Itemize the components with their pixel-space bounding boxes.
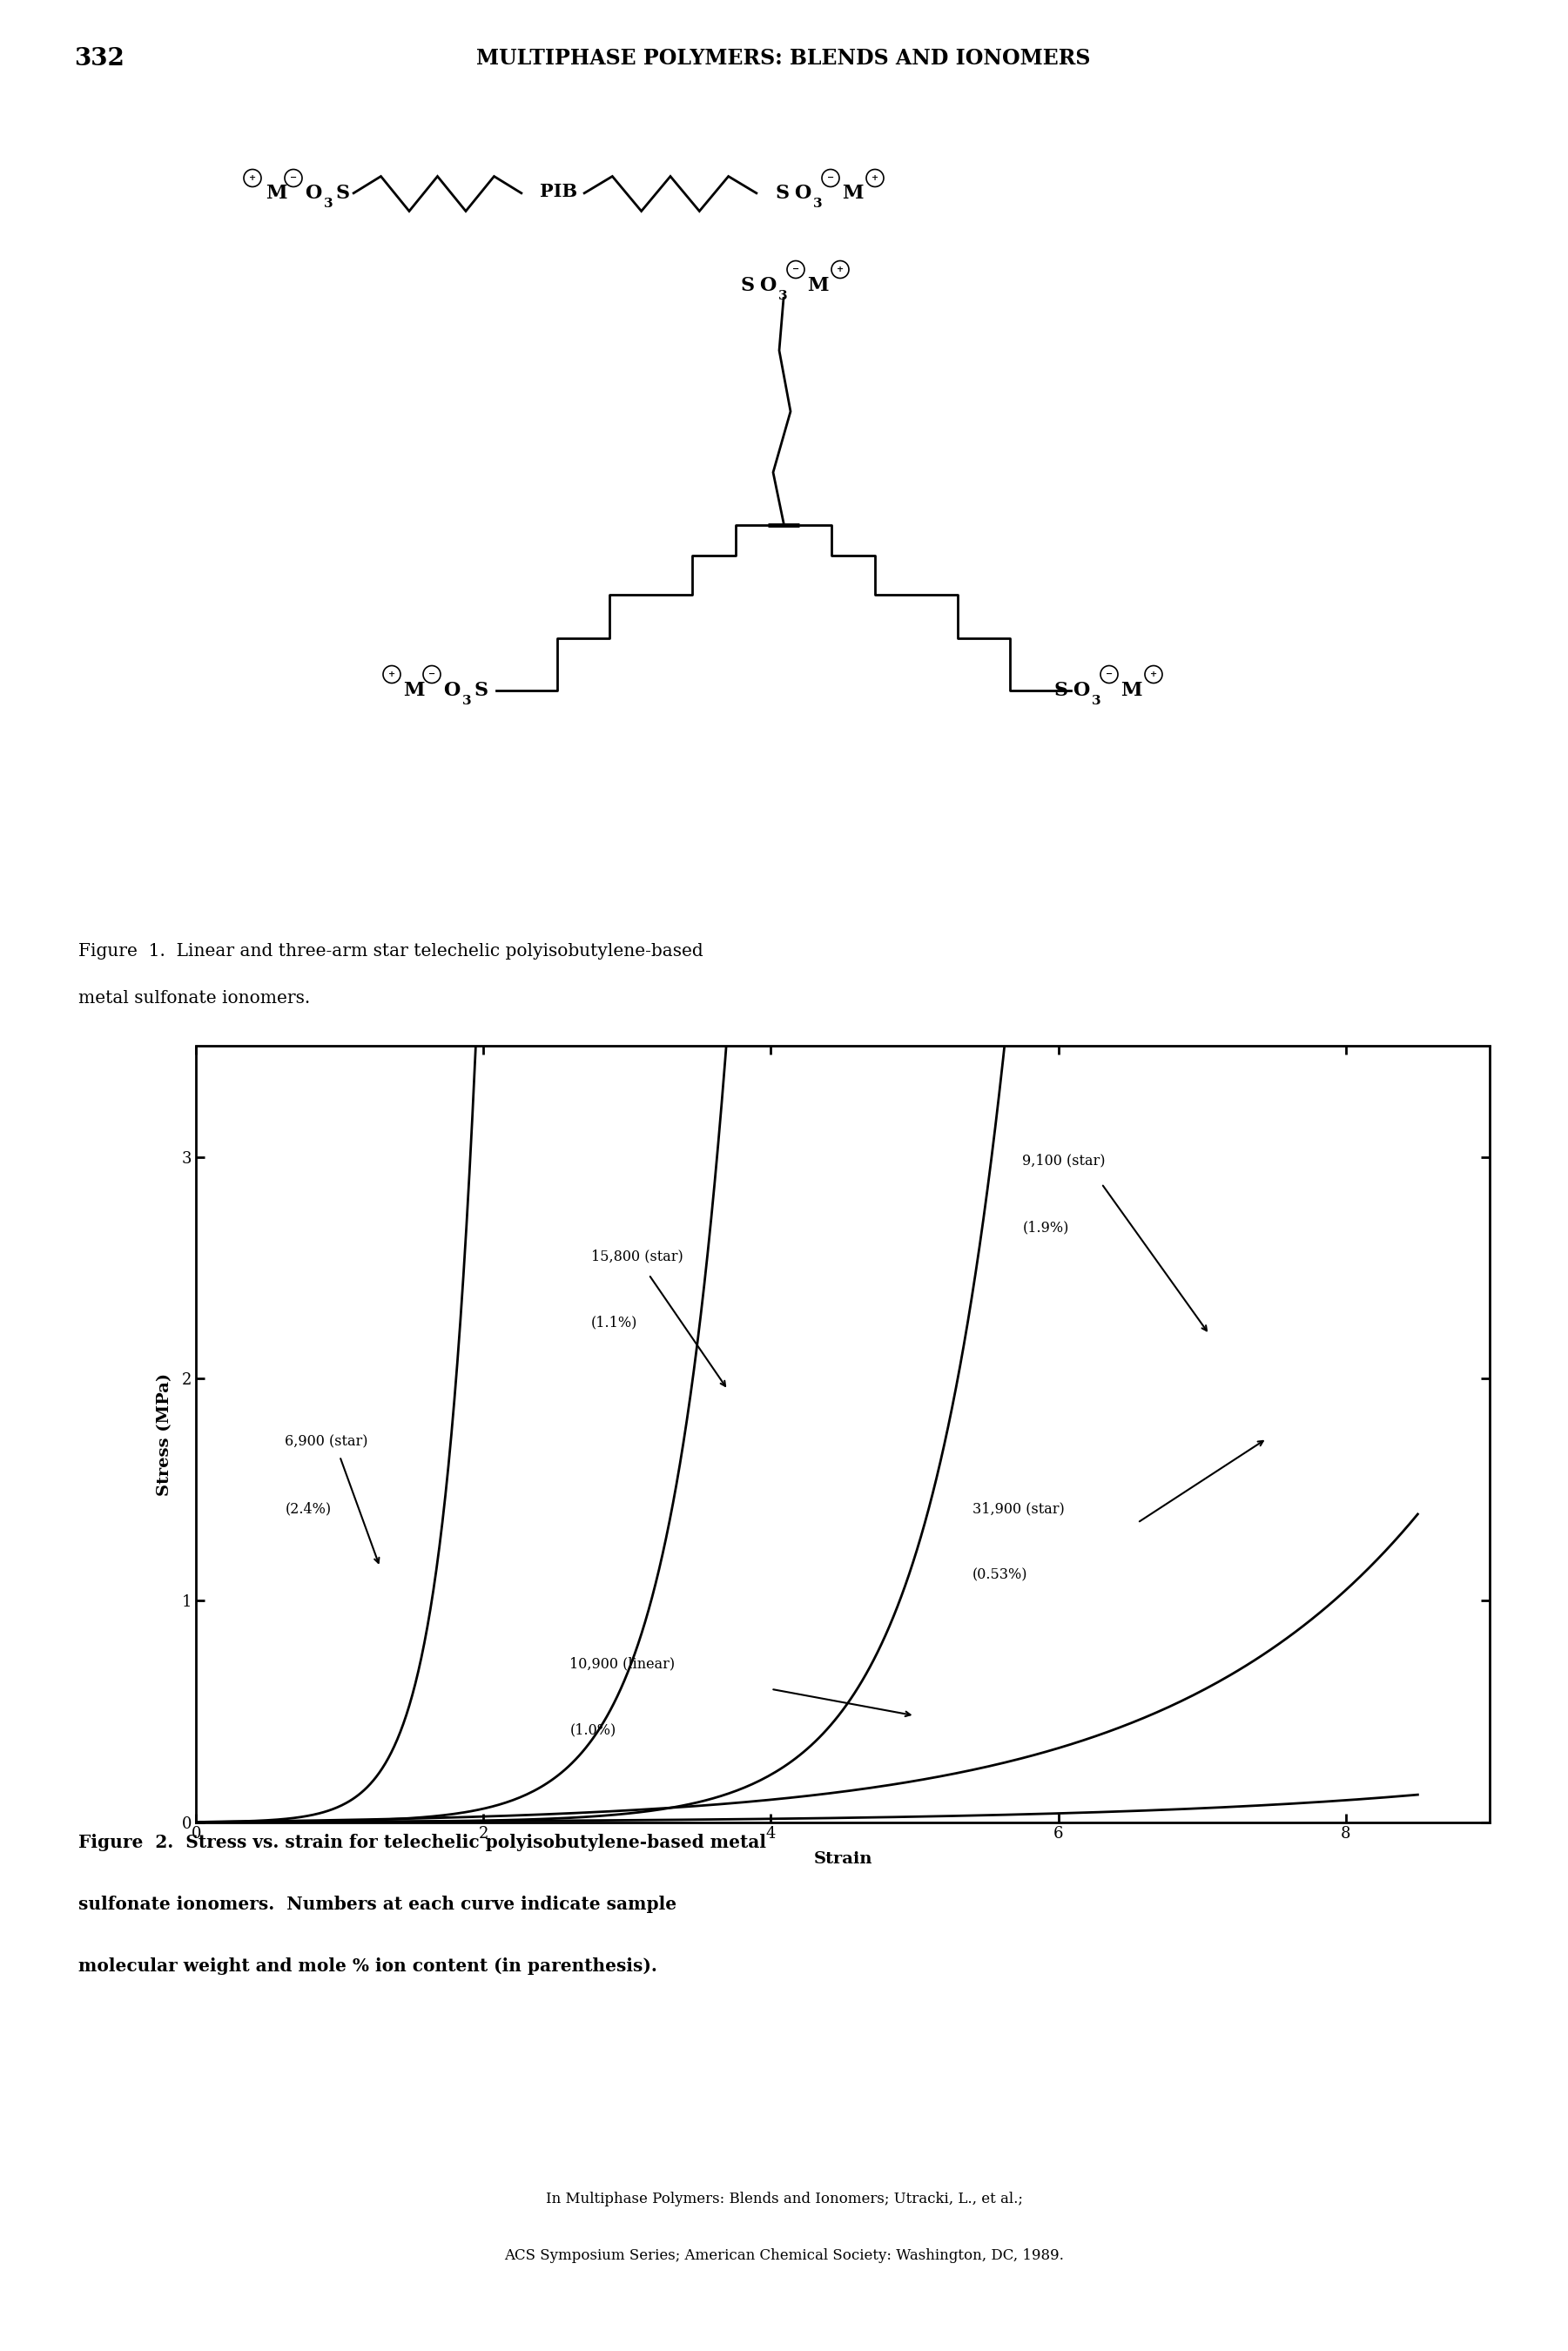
Text: ACS Symposium Series; American Chemical Society: Washington, DC, 1989.: ACS Symposium Series; American Chemical …: [505, 2248, 1063, 2264]
Text: metal sulfonate ionomers.: metal sulfonate ionomers.: [78, 990, 310, 1006]
Text: +: +: [872, 174, 878, 181]
Text: 31,900 (star): 31,900 (star): [972, 1502, 1065, 1516]
Text: PIB: PIB: [539, 183, 577, 200]
Y-axis label: Stress (MPa): Stress (MPa): [157, 1373, 172, 1495]
Text: Figure  2.  Stress vs. strain for telechelic polyisobutylene-based metal: Figure 2. Stress vs. strain for telechel…: [78, 1834, 767, 1850]
Text: (1.0%): (1.0%): [569, 1723, 616, 1737]
Text: O: O: [444, 679, 459, 701]
Text: In Multiphase Polymers: Blends and Ionomers; Utracki, L., et al.;: In Multiphase Polymers: Blends and Ionom…: [546, 2191, 1022, 2208]
Text: 15,800 (star): 15,800 (star): [591, 1248, 684, 1262]
Text: +: +: [389, 670, 395, 679]
Text: 3: 3: [463, 694, 472, 708]
Text: M: M: [265, 183, 287, 202]
Text: Figure  1.  Linear and three-arm star telechelic polyisobutylene-based: Figure 1. Linear and three-arm star tele…: [78, 943, 704, 959]
Text: S: S: [336, 183, 350, 202]
Text: 3: 3: [1091, 694, 1101, 708]
Text: molecular weight and mole % ion content (in parenthesis).: molecular weight and mole % ion content …: [78, 1956, 657, 1975]
Text: −: −: [1105, 670, 1113, 679]
Text: (2.4%): (2.4%): [285, 1502, 331, 1516]
Text: S: S: [474, 679, 488, 701]
Text: M: M: [842, 183, 864, 202]
Text: (1.9%): (1.9%): [1022, 1220, 1069, 1234]
Text: M: M: [403, 679, 425, 701]
Text: 3: 3: [325, 197, 332, 209]
Text: +: +: [249, 174, 256, 181]
Text: +: +: [837, 266, 844, 273]
Text: −: −: [792, 266, 800, 273]
Text: M: M: [808, 275, 828, 294]
Text: 9,100 (star): 9,100 (star): [1022, 1154, 1105, 1168]
Text: O: O: [1073, 679, 1090, 701]
Text: O: O: [759, 275, 776, 294]
Text: S: S: [740, 275, 754, 294]
Text: −: −: [428, 670, 436, 679]
Text: (0.53%): (0.53%): [972, 1568, 1027, 1582]
Text: 3: 3: [778, 289, 787, 301]
Text: 6,900 (star): 6,900 (star): [285, 1434, 368, 1451]
Text: M: M: [1121, 679, 1142, 701]
Text: −: −: [290, 174, 296, 181]
Text: S: S: [1054, 679, 1068, 701]
X-axis label: Strain: Strain: [814, 1853, 872, 1867]
Text: S: S: [775, 183, 789, 202]
Text: MULTIPHASE POLYMERS: BLENDS AND IONOMERS: MULTIPHASE POLYMERS: BLENDS AND IONOMERS: [477, 49, 1091, 68]
Text: O: O: [793, 183, 811, 202]
Text: −: −: [826, 174, 834, 181]
Text: 3: 3: [814, 197, 823, 209]
Text: (1.1%): (1.1%): [591, 1314, 638, 1331]
Text: 332: 332: [74, 47, 124, 71]
Text: +: +: [1149, 670, 1157, 679]
Text: sulfonate ionomers.  Numbers at each curve indicate sample: sulfonate ionomers. Numbers at each curv…: [78, 1895, 677, 1914]
Text: 10,900 (linear): 10,900 (linear): [569, 1657, 676, 1672]
Text: O: O: [304, 183, 321, 202]
